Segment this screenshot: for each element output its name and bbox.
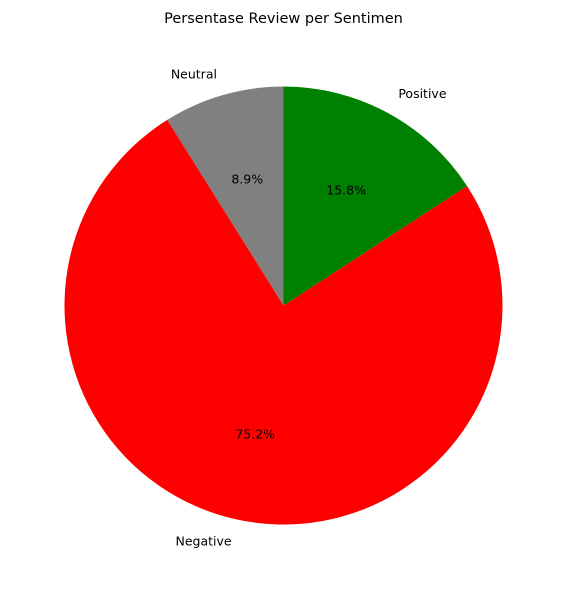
pie-slices — [64, 87, 502, 525]
pie-category-label-neutral: Neutral — [171, 66, 217, 81]
chart-title: Persentase Review per Sentimen — [164, 11, 403, 27]
pie-pct-label-neutral: 8.9% — [231, 172, 263, 187]
pie-category-label-negative: Negative — [176, 533, 232, 548]
pie-pct-label-negative: 75.2% — [235, 426, 275, 441]
pie-category-label-positive: Positive — [398, 86, 446, 101]
pie-pct-label-positive: 15.8% — [326, 182, 366, 197]
